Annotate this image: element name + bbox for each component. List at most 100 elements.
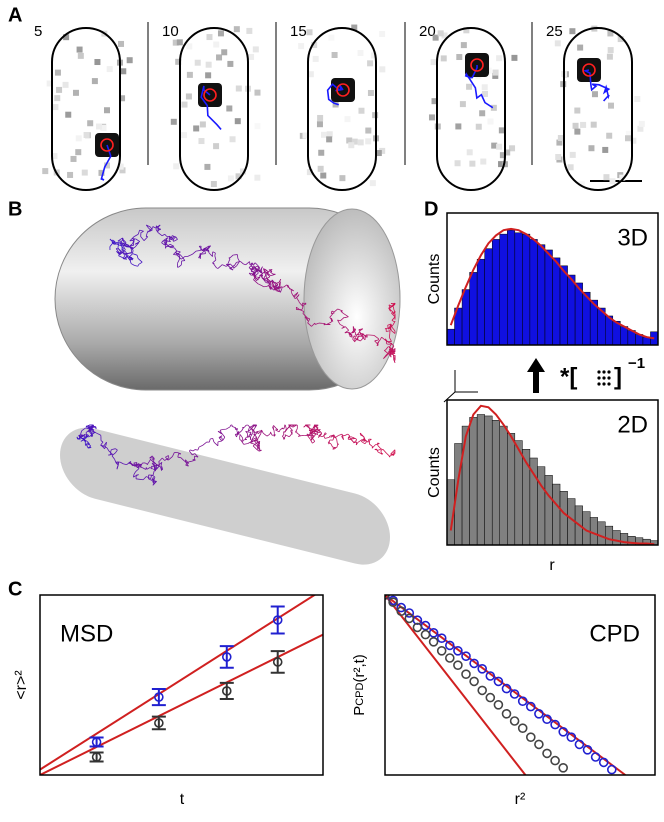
walk-step <box>278 429 281 433</box>
pixel <box>492 69 499 76</box>
walk-step <box>81 428 85 432</box>
walk-step <box>380 337 382 340</box>
point <box>453 660 463 671</box>
walk-step <box>115 248 120 254</box>
bar <box>559 265 568 346</box>
point <box>272 615 283 625</box>
walk-step <box>272 280 275 283</box>
walk-step <box>122 237 124 240</box>
pixel <box>175 58 182 65</box>
walk-step <box>222 437 226 441</box>
walk-step <box>192 250 197 255</box>
walk-step <box>88 447 92 449</box>
point <box>436 633 447 644</box>
pixel <box>440 55 447 62</box>
walk-step <box>88 429 93 431</box>
bar <box>552 483 561 546</box>
fit-curve <box>449 404 655 546</box>
walk-step <box>330 444 333 448</box>
walk-step <box>252 445 258 450</box>
bar <box>469 417 478 546</box>
walk-step <box>296 294 300 298</box>
point <box>534 739 544 750</box>
walk-step <box>236 261 241 263</box>
point <box>469 676 479 687</box>
walk-step <box>229 254 234 259</box>
walk-step <box>207 245 210 250</box>
pixel <box>54 69 61 76</box>
walk-step <box>251 265 254 270</box>
walk-step <box>329 312 334 318</box>
point <box>420 629 431 640</box>
walk-step <box>192 453 196 456</box>
pixel <box>317 165 324 172</box>
walk-step <box>139 229 144 232</box>
pixel <box>234 118 241 125</box>
point <box>396 606 407 617</box>
operator: *[ <box>560 363 577 390</box>
pixel <box>357 50 364 57</box>
walk-step <box>257 444 261 450</box>
walk-step <box>304 316 310 320</box>
walk-step <box>218 437 223 442</box>
walk-step <box>173 238 178 242</box>
pixel <box>492 72 499 79</box>
point <box>517 696 528 707</box>
bar <box>514 440 523 546</box>
pixel <box>75 135 82 142</box>
walk-step <box>253 265 257 269</box>
walk-step <box>152 460 157 465</box>
walk-step <box>208 438 211 443</box>
walk-step <box>344 433 348 436</box>
walk-step <box>156 225 160 230</box>
pixel <box>441 32 448 39</box>
walk-step <box>130 261 132 264</box>
walk-step <box>353 329 356 333</box>
walk-step <box>147 227 152 231</box>
walk-step <box>383 354 388 359</box>
pixel <box>432 34 439 41</box>
walk-step <box>318 433 322 436</box>
pixel <box>254 123 261 130</box>
walk-step <box>289 427 293 431</box>
pixel <box>617 36 624 43</box>
pixel <box>578 181 585 188</box>
walk-step <box>384 350 389 355</box>
walk-step <box>302 302 307 307</box>
pixel <box>351 138 358 145</box>
pixel <box>194 59 201 66</box>
walk-step <box>245 261 250 266</box>
walk-step <box>391 350 396 354</box>
walk-step <box>311 437 316 442</box>
pixel <box>625 130 632 137</box>
walk-step <box>88 431 91 433</box>
frame-label: 15 <box>290 23 307 40</box>
walk-step <box>88 426 93 430</box>
walk-step <box>143 236 149 241</box>
pixel <box>555 154 562 161</box>
walk-step <box>115 462 119 466</box>
walk-step <box>197 446 200 451</box>
pixel <box>456 54 463 61</box>
pixel <box>95 123 102 130</box>
pixel <box>98 169 105 176</box>
walk-step <box>246 435 250 438</box>
walk-step <box>124 256 127 259</box>
walk-step <box>251 273 257 277</box>
walk-step <box>130 244 134 247</box>
pixel <box>204 163 211 170</box>
pixel <box>556 139 563 146</box>
pixel <box>318 149 325 156</box>
walk-step <box>307 431 312 437</box>
plot-frame <box>384 594 656 776</box>
walk-step <box>100 440 104 443</box>
walk-step <box>138 261 143 265</box>
walk-step <box>302 305 304 310</box>
walk-step <box>251 436 255 440</box>
walk-step <box>244 424 247 428</box>
walk-step <box>305 424 310 429</box>
walk-step <box>294 295 297 298</box>
walk-step <box>185 464 189 467</box>
point <box>574 739 585 750</box>
walk-step <box>368 443 373 447</box>
